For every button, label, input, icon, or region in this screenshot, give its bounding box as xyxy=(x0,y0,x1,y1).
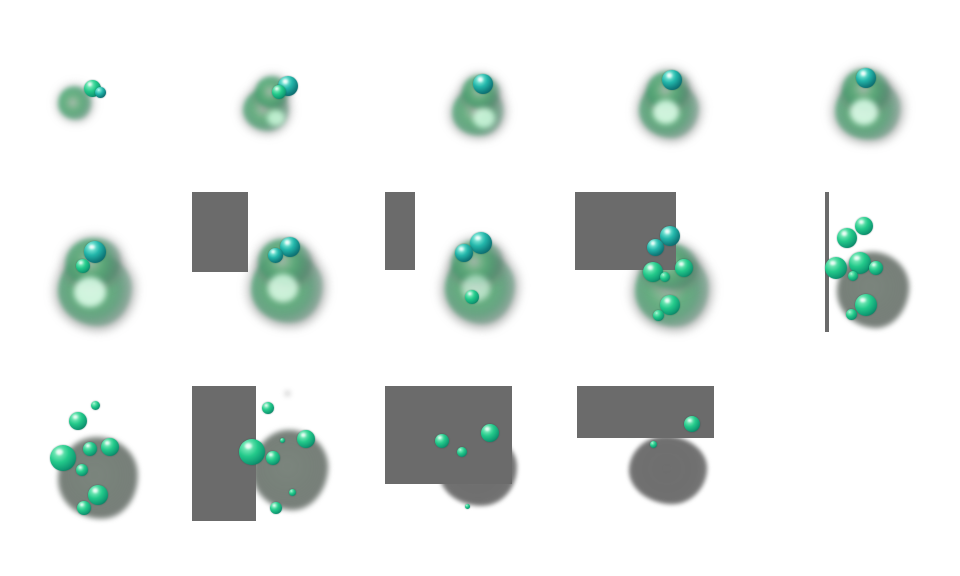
cell-sphere xyxy=(262,402,274,414)
spheroid-speckle xyxy=(74,277,106,307)
spheroid-speckle xyxy=(268,274,298,302)
cell-sphere xyxy=(272,85,286,99)
spheroid-speckle xyxy=(473,108,495,128)
cell-sphere xyxy=(94,86,106,98)
cell-sphere xyxy=(76,464,88,476)
cell-sphere xyxy=(660,226,680,246)
cell-sphere xyxy=(481,424,499,442)
cell-sphere xyxy=(457,447,467,457)
cell-sphere xyxy=(84,241,106,263)
cell-sphere xyxy=(662,70,682,90)
cell-sphere xyxy=(643,262,663,282)
cell-sphere xyxy=(266,451,280,465)
cell-sphere xyxy=(90,400,100,410)
cell-sphere xyxy=(652,309,664,321)
cell-sphere xyxy=(239,439,265,465)
cell-sphere xyxy=(297,430,315,448)
cell-sphere xyxy=(464,503,470,509)
cell-sphere xyxy=(280,237,300,257)
cell-sphere xyxy=(435,434,449,448)
cell-sphere xyxy=(660,272,670,282)
cell-sphere xyxy=(837,228,857,248)
spheroid-speckle xyxy=(653,100,679,124)
spheroid-speckle xyxy=(285,391,289,395)
cell-sphere xyxy=(649,440,657,448)
cell-sphere xyxy=(470,232,492,254)
cell-sphere xyxy=(88,485,108,505)
cell-sphere xyxy=(465,290,479,304)
cell-sphere xyxy=(675,259,693,277)
spheroid-speckle xyxy=(267,110,285,126)
cell-sphere xyxy=(660,295,680,315)
cell-sphere xyxy=(267,247,283,263)
spheroid-speckle xyxy=(850,99,878,125)
cell-sphere xyxy=(69,412,87,430)
cell-sphere xyxy=(646,238,664,256)
cell-sphere xyxy=(855,294,877,316)
occluder-rect xyxy=(192,192,248,272)
cell-sphere xyxy=(76,259,90,273)
cell-sphere xyxy=(869,261,883,275)
cell-sphere xyxy=(856,68,876,88)
cell-sphere xyxy=(101,438,119,456)
cell-sphere xyxy=(684,416,700,432)
cell-sphere xyxy=(270,502,282,514)
cell-sphere xyxy=(77,501,91,515)
cell-sphere xyxy=(455,244,473,262)
occluder-rect xyxy=(575,192,676,270)
cell-sphere xyxy=(845,308,857,320)
cell-sphere xyxy=(848,271,858,281)
cell-sphere xyxy=(288,488,296,496)
cell-sphere xyxy=(50,445,76,471)
cell-sphere xyxy=(855,217,873,235)
cell-sphere xyxy=(279,437,285,443)
cell-sphere xyxy=(83,442,97,456)
cell-sphere xyxy=(825,257,847,279)
cell-sphere xyxy=(849,252,871,274)
cell-sphere xyxy=(473,74,493,94)
occluder-rect xyxy=(385,192,415,270)
